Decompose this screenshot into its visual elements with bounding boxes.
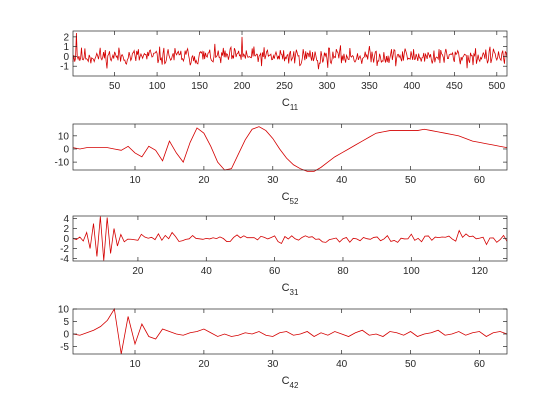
x-tick-label: 120 [471,266,488,277]
series-line [72,307,508,355]
x-tick-label: 60 [474,359,486,370]
x-tick-label: 60 [474,175,486,186]
x-tick-label: 10 [129,359,141,370]
axes-box [72,308,508,355]
x-axis-label: C52 [282,191,299,206]
x-tick-label: 30 [267,359,279,370]
x-tick-label: 50 [405,175,417,186]
y-tick-label: 2 [63,224,69,235]
x-tick-label: 40 [336,359,348,370]
y-tick-label: -10 [55,158,70,169]
x-tick-label: 60 [269,266,281,277]
x-tick-label: 50 [109,81,121,92]
x-tick-label: 100 [403,266,420,277]
y-tick-label: 2 [63,32,69,43]
x-tick-label: 250 [276,81,293,92]
y-tick-label: -4 [60,254,69,265]
y-tick-label: 0 [63,234,69,245]
x-tick-label: 20 [198,359,210,370]
x-tick-label: 150 [191,81,208,92]
x-axis-label-subscript: 11 [290,103,299,112]
x-tick-label: 100 [149,81,166,92]
subplot-c11: 50 100 150 200 250 300 350 400 450 500 210-1 C11 [60,30,508,112]
x-axis-label-subscript: 31 [290,288,299,297]
x-tick-label: 10 [129,175,141,186]
series-line [72,32,508,70]
y-tick-label: -5 [60,342,69,353]
x-tick-label: 20 [132,266,144,277]
y-tick-label: -2 [60,244,69,255]
subplot-c52: 10 20 30 40 50 60 10 0 -10 C52 [55,123,508,206]
y-tick-label: 0 [63,144,69,155]
y-tick-label: 1 [63,42,69,53]
x-axis-label-subscript: 52 [290,197,299,206]
y-tick-label: 10 [58,305,70,316]
x-tick-label: 30 [267,175,279,186]
y-tick-label: 0 [63,52,69,63]
axes-box [72,215,508,262]
axes-box [72,30,508,77]
x-axis-label-main: C [282,282,290,294]
x-tick-label: 20 [198,175,210,186]
x-tick-label: 50 [405,359,417,370]
x-tick-label: 400 [404,81,421,92]
x-axis-label: C31 [282,282,299,297]
x-tick-label: 450 [446,81,463,92]
x-tick-label: 300 [319,81,336,92]
x-axis-label-main: C [282,191,290,203]
series-line [72,216,508,261]
axes-box [72,123,508,171]
x-axis-label-main: C [282,97,290,109]
y-tick-label: 5 [63,317,69,328]
x-tick-label: 200 [234,81,251,92]
x-axis-label: C42 [282,375,299,390]
x-tick-label: 40 [201,266,213,277]
x-axis-label: C11 [282,97,299,112]
y-tick-label: 4 [63,214,69,225]
x-tick-label: 80 [337,266,349,277]
x-axis-label-main: C [282,375,290,387]
x-tick-label: 40 [336,175,348,186]
y-tick-label: 10 [58,131,70,142]
x-tick-label: 500 [488,81,505,92]
series-line [72,126,508,172]
y-tick-label: 0 [63,330,69,341]
y-tick-label: -1 [60,62,69,73]
x-axis-label-subscript: 42 [290,381,299,390]
x-tick-label: 350 [361,81,378,92]
